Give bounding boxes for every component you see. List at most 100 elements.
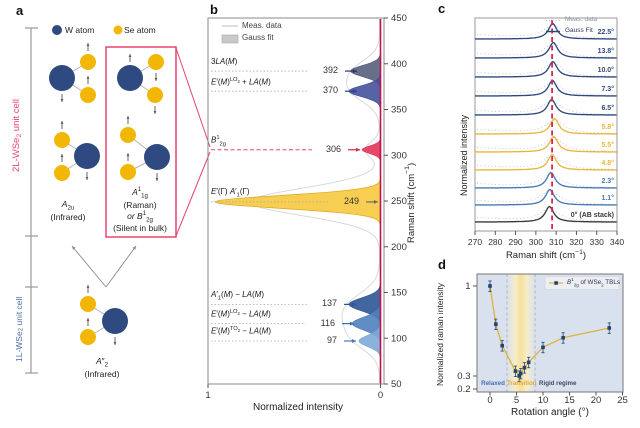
panel-c-xtick-label: 290 <box>508 237 522 247</box>
series-label-13.8°: 13.8° <box>597 47 614 55</box>
se-atom-legend-icon <box>113 25 123 35</box>
panel-b-ytick-label: 200 <box>391 242 407 253</box>
panel-b-xtick-label: 1 <box>205 390 210 401</box>
panel-d-xtick-label: 10 <box>538 395 549 406</box>
displacement-arrow-head <box>85 177 89 180</box>
panel-d-background <box>477 274 623 392</box>
panel-d-yaxis-title: Normalized raman intensity <box>435 283 445 387</box>
displacement-arrow-head <box>86 76 90 79</box>
data-point-marker <box>561 335 565 340</box>
series-label-5.5°: 5.5° <box>601 141 614 149</box>
peak-value-97: 97 <box>326 334 337 345</box>
panel-b-legend-meas-label: Meas. data <box>242 21 282 30</box>
w-atom <box>102 308 128 334</box>
panel-c-letter: c <box>438 1 446 16</box>
displacement-arrow-head <box>60 154 64 157</box>
series-label-6.5°: 6.5° <box>601 104 614 112</box>
se-atom <box>80 296 96 312</box>
peak-label-137: A′1(M) − LA(M) <box>211 289 264 302</box>
fit-curve-1.1° <box>475 188 617 206</box>
data-point-marker <box>522 365 527 370</box>
peak-value-370: 370 <box>322 85 338 96</box>
panel-d-ytick-label: 0.2 <box>457 384 470 395</box>
panel-b-yaxis-title: Raman shift (cm−1) <box>404 162 418 244</box>
panel-d-ytick-label: 1 <box>465 281 470 292</box>
gauss-fit-swatch <box>221 34 239 44</box>
peak-label-392: 3LA(M) <box>211 56 238 66</box>
panel-a-letter: a <box>16 3 24 18</box>
mode-a2u-label: A2u (Infrared) <box>50 199 86 222</box>
panel-c-xtick-label: 270 <box>468 237 482 247</box>
peak-value-249: 249 <box>343 195 359 206</box>
panel-c-xtick-label: 320 <box>569 237 583 247</box>
panel-c-xtick-label: 300 <box>529 237 543 247</box>
panel-c-legend-fit-label: Gauss Fit <box>565 27 593 34</box>
panel-d-xtick-label: 25 <box>617 395 628 406</box>
panel-c-xtick-label: 280 <box>488 237 502 247</box>
peak-arrow-306-head <box>355 147 360 152</box>
se-atom <box>54 132 70 148</box>
data-point-marker <box>518 371 523 376</box>
w-atom-legend-label: W atom <box>65 25 95 35</box>
w-atom-legend-icon <box>52 25 62 35</box>
se-atom <box>147 87 163 103</box>
panel-d-xtick-label: 5 <box>514 395 519 406</box>
panel-b-ytick-label: 150 <box>391 288 407 299</box>
se-atom <box>54 165 70 181</box>
panel-d-legend-label: B12g of WSe2 TBLs <box>567 277 621 288</box>
panel-c-frame <box>474 17 618 232</box>
panel-b-ytick-label: 400 <box>391 59 407 70</box>
panel-b-xtick-label: 0 <box>378 390 383 401</box>
displacement-arrow-head <box>126 116 130 119</box>
data-point-marker <box>488 284 492 288</box>
mode-a2pp-label: A″2 (Infrared) <box>84 356 120 379</box>
se-atom <box>80 54 96 70</box>
panel-d-xtick-label: 0 <box>487 395 492 406</box>
data-point-marker <box>517 374 521 378</box>
data-point-marker <box>526 360 531 365</box>
displacement-arrow-head <box>86 43 90 46</box>
fit-curve-22.5° <box>475 22 617 40</box>
series-label-2.3°: 2.3° <box>601 177 614 185</box>
panel-b-ytick-label: 450 <box>391 13 407 24</box>
panel-c-xtick-label: 310 <box>549 237 563 247</box>
w-atom <box>144 144 170 170</box>
peak-value-137: 137 <box>321 298 337 309</box>
stacking-arrow-right <box>105 245 137 288</box>
panel-c-yaxis-title: Normalized intensity <box>459 114 469 196</box>
peak-label-116: E′(M)LO2 − LA(M) <box>211 309 271 319</box>
se-atom <box>148 54 164 70</box>
displacement-arrow-head <box>153 111 157 114</box>
peak-arrow-370-head <box>352 89 357 94</box>
series-label-0° (AB stack): 0° (AB stack) <box>570 211 614 219</box>
displacement-arrow-head <box>154 78 158 81</box>
panel-d-frame <box>476 273 624 393</box>
panel-c-xtick-label: 340 <box>610 237 624 247</box>
fit-curve-10.0° <box>475 60 617 78</box>
fit-curve-7.3° <box>475 79 617 97</box>
peak-arrow-116-head <box>349 321 354 326</box>
peak-arrow-249-head <box>373 199 378 204</box>
stacking-arrow-right-head <box>132 246 136 250</box>
peak-value-392: 392 <box>322 65 338 76</box>
se-atom <box>80 87 96 103</box>
panel-d-legend-box <box>544 276 620 290</box>
regime-label-relaxed: Relaxed <box>481 380 505 387</box>
highlight-connector-top <box>175 47 211 148</box>
w-atom <box>49 65 75 91</box>
highlight-connector-bottom <box>175 151 211 237</box>
panel-b-xaxis-title: Normalized intensity <box>252 402 344 413</box>
peak-label-370: E′(M)LO2 + LA(M) <box>211 76 271 87</box>
panel-c-legend-meas-label: Meas. data <box>565 16 598 23</box>
series-label-5.8°: 5.8° <box>601 123 614 131</box>
panel-d-xtick-label: 20 <box>591 395 602 406</box>
displacement-arrow-head <box>60 99 64 102</box>
se-atom <box>80 329 96 345</box>
se-atom <box>120 164 136 180</box>
panel-b-ytick-label: 300 <box>391 150 407 161</box>
data-point-marker <box>500 343 504 348</box>
displacement-arrow-head <box>86 285 90 288</box>
panel-d-xtick-label: 15 <box>564 395 575 406</box>
fit-curve-5.5° <box>475 135 617 153</box>
regime-label-rigid-regime: Rigid regime <box>539 380 577 387</box>
